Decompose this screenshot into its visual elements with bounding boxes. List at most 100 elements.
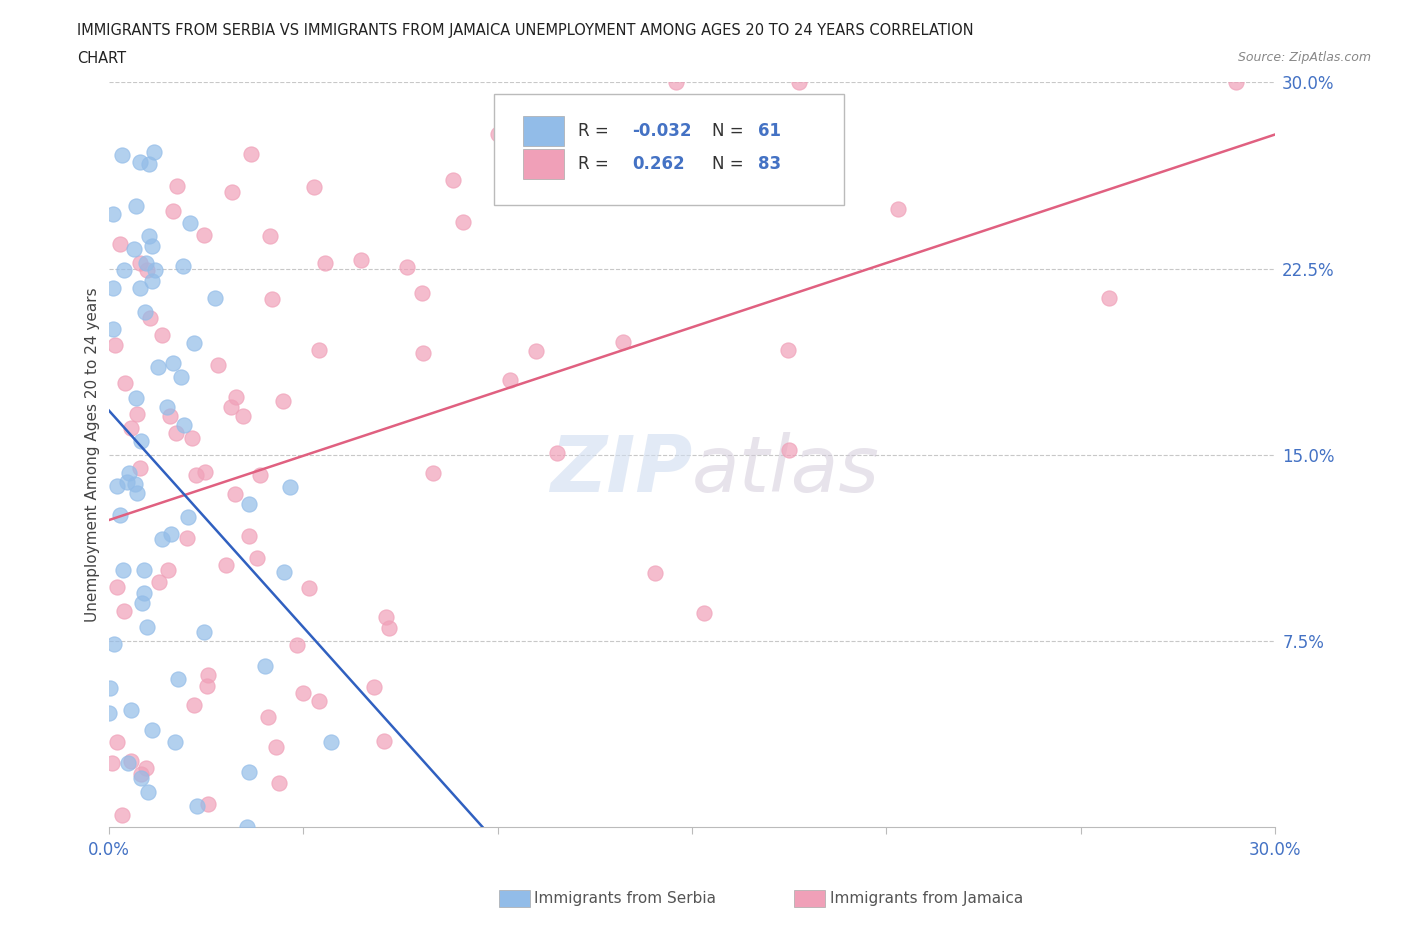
Point [183, 698, 205, 712]
Point [207, 357, 229, 372]
Point [111, 807, 134, 822]
Point [238, 764, 260, 779]
Point [264, 739, 287, 754]
Point [373, 734, 395, 749]
Point [215, 558, 238, 573]
Point [204, 290, 226, 305]
Point [375, 609, 398, 624]
Point [314, 256, 336, 271]
Point [111, 563, 134, 578]
Point [176, 531, 198, 546]
Text: R =: R = [578, 155, 619, 173]
Point [136, 785, 159, 800]
Point [156, 399, 179, 414]
Text: Immigrants from Serbia: Immigrants from Serbia [534, 891, 716, 906]
Point [166, 179, 188, 193]
Point [129, 460, 152, 475]
Point [136, 262, 159, 277]
Point [186, 467, 208, 482]
Point [273, 393, 295, 408]
Point [148, 575, 170, 590]
Point [108, 237, 131, 252]
Point [141, 723, 163, 737]
Point [285, 638, 308, 653]
Point [787, 75, 810, 90]
Point [142, 145, 165, 160]
Point [141, 273, 163, 288]
Point [97, 706, 120, 721]
Point [304, 179, 326, 194]
Point [138, 229, 160, 244]
Point [135, 761, 157, 776]
Point [179, 216, 201, 231]
Point [298, 580, 321, 595]
Point [148, 360, 170, 375]
Point [395, 259, 418, 274]
Text: R =: R = [578, 122, 613, 140]
Point [103, 637, 125, 652]
Point [112, 263, 135, 278]
Point [546, 445, 568, 460]
Point [486, 126, 509, 141]
Point [135, 255, 157, 270]
Text: IMMIGRANTS FROM SERBIA VS IMMIGRANTS FROM JAMAICA UNEMPLOYMENT AMONG AGES 20 TO : IMMIGRANTS FROM SERBIA VS IMMIGRANTS FRO… [77, 23, 974, 38]
Point [105, 478, 128, 493]
Point [134, 305, 156, 320]
Point [238, 529, 260, 544]
Point [120, 702, 142, 717]
Point [172, 259, 194, 273]
Point [778, 342, 800, 357]
Point [259, 228, 281, 243]
Point [162, 355, 184, 370]
Point [183, 336, 205, 351]
Point [132, 563, 155, 578]
Point [257, 710, 280, 724]
Y-axis label: Unemployment Among Ages 20 to 24 years: Unemployment Among Ages 20 to 24 years [86, 287, 100, 622]
Point [194, 464, 217, 479]
Point [159, 409, 181, 424]
Point [176, 510, 198, 525]
Point [262, 291, 284, 306]
Point [160, 526, 183, 541]
Text: 0.262: 0.262 [633, 155, 685, 173]
Point [110, 508, 132, 523]
Point [219, 400, 242, 415]
Point [249, 467, 271, 482]
Point [112, 604, 135, 618]
Point [120, 753, 142, 768]
Point [224, 486, 246, 501]
Point [105, 735, 128, 750]
Point [129, 433, 152, 448]
Point [125, 485, 148, 500]
Point [129, 154, 152, 169]
Point [141, 239, 163, 254]
Point [221, 184, 243, 199]
Point [1225, 75, 1247, 90]
Point [181, 431, 204, 445]
Point [124, 476, 146, 491]
Point [128, 256, 150, 271]
Point [125, 198, 148, 213]
Point [101, 755, 124, 770]
Text: N =: N = [711, 122, 748, 140]
Point [104, 338, 127, 352]
Point [239, 146, 262, 161]
Point [499, 372, 522, 387]
Point [150, 531, 173, 546]
Text: Immigrants from Jamaica: Immigrants from Jamaica [830, 891, 1022, 906]
Point [131, 595, 153, 610]
Point [308, 342, 330, 357]
Point [170, 370, 193, 385]
Point [143, 262, 166, 277]
Point [129, 771, 152, 786]
Text: N =: N = [711, 155, 748, 173]
Point [122, 241, 145, 256]
Point [186, 799, 208, 814]
Point [193, 624, 215, 639]
Text: ZIP: ZIP [550, 432, 692, 508]
Point [644, 565, 666, 580]
Point [524, 344, 547, 359]
Point [117, 755, 139, 770]
Point [451, 215, 474, 230]
Point [129, 766, 152, 781]
